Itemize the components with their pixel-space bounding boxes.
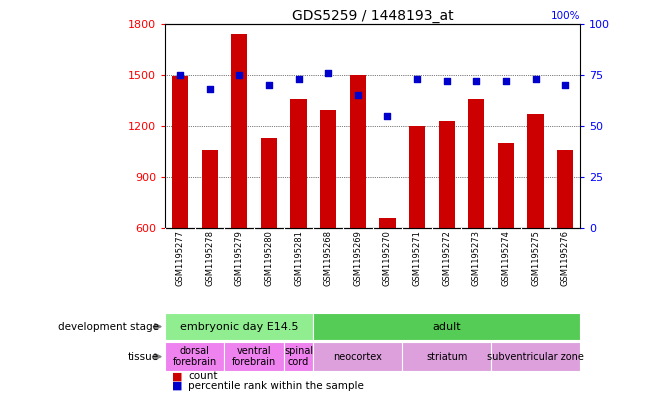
- Point: [353, 92, 363, 98]
- Bar: [402, 342, 491, 371]
- Bar: [314, 342, 402, 371]
- Point: [412, 75, 422, 82]
- Point: [234, 72, 244, 78]
- Text: GSM1195279: GSM1195279: [235, 230, 244, 286]
- Text: percentile rank within the sample: percentile rank within the sample: [188, 381, 364, 391]
- Text: neocortex: neocortex: [333, 352, 382, 362]
- Text: GSM1195274: GSM1195274: [502, 230, 511, 286]
- Bar: [165, 313, 314, 340]
- Title: GDS5259 / 1448193_at: GDS5259 / 1448193_at: [292, 9, 454, 22]
- Text: ■: ■: [172, 371, 182, 381]
- Text: tissue: tissue: [128, 352, 159, 362]
- Text: GSM1195273: GSM1195273: [472, 230, 481, 286]
- Bar: [284, 342, 314, 371]
- Point: [501, 78, 511, 84]
- Text: spinal
cord: spinal cord: [284, 346, 313, 367]
- Bar: [290, 99, 307, 228]
- Bar: [468, 99, 485, 228]
- Text: ventral
forebrain: ventral forebrain: [232, 346, 276, 367]
- Text: GSM1195270: GSM1195270: [383, 230, 392, 286]
- Bar: [439, 121, 455, 228]
- Text: dorsal
forebrain: dorsal forebrain: [173, 346, 217, 367]
- Point: [323, 70, 333, 76]
- Text: GSM1195272: GSM1195272: [442, 230, 451, 286]
- Text: GSM1195269: GSM1195269: [353, 230, 362, 286]
- Bar: [557, 150, 573, 228]
- Text: embryonic day E14.5: embryonic day E14.5: [180, 321, 299, 332]
- Point: [530, 75, 540, 82]
- Bar: [350, 75, 366, 228]
- Point: [441, 78, 452, 84]
- Point: [294, 75, 304, 82]
- Point: [264, 82, 274, 88]
- Bar: [231, 34, 248, 228]
- Point: [382, 112, 393, 119]
- Text: 100%: 100%: [550, 11, 580, 20]
- Bar: [491, 342, 580, 371]
- Text: development stage: development stage: [58, 321, 159, 332]
- Bar: [527, 114, 544, 228]
- Text: GSM1195277: GSM1195277: [176, 230, 185, 286]
- Text: ■: ■: [172, 381, 182, 391]
- Bar: [379, 218, 395, 228]
- Point: [175, 72, 185, 78]
- Bar: [320, 110, 336, 228]
- Text: GSM1195280: GSM1195280: [264, 230, 273, 286]
- Text: striatum: striatum: [426, 352, 467, 362]
- Text: adult: adult: [432, 321, 461, 332]
- Bar: [260, 138, 277, 228]
- Text: subventricular zone: subventricular zone: [487, 352, 584, 362]
- Text: GSM1195275: GSM1195275: [531, 230, 540, 286]
- Text: count: count: [188, 371, 218, 381]
- Bar: [202, 150, 218, 228]
- Text: GSM1195271: GSM1195271: [413, 230, 422, 286]
- Text: GSM1195281: GSM1195281: [294, 230, 303, 286]
- Bar: [498, 143, 514, 228]
- Point: [205, 86, 215, 92]
- Bar: [165, 342, 224, 371]
- Text: GSM1195268: GSM1195268: [323, 230, 332, 286]
- Point: [471, 78, 481, 84]
- Bar: [172, 76, 188, 228]
- Point: [560, 82, 570, 88]
- Text: GSM1195276: GSM1195276: [561, 230, 570, 286]
- Text: GSM1195278: GSM1195278: [205, 230, 214, 286]
- Bar: [314, 313, 580, 340]
- Bar: [224, 342, 284, 371]
- Bar: [409, 126, 425, 228]
